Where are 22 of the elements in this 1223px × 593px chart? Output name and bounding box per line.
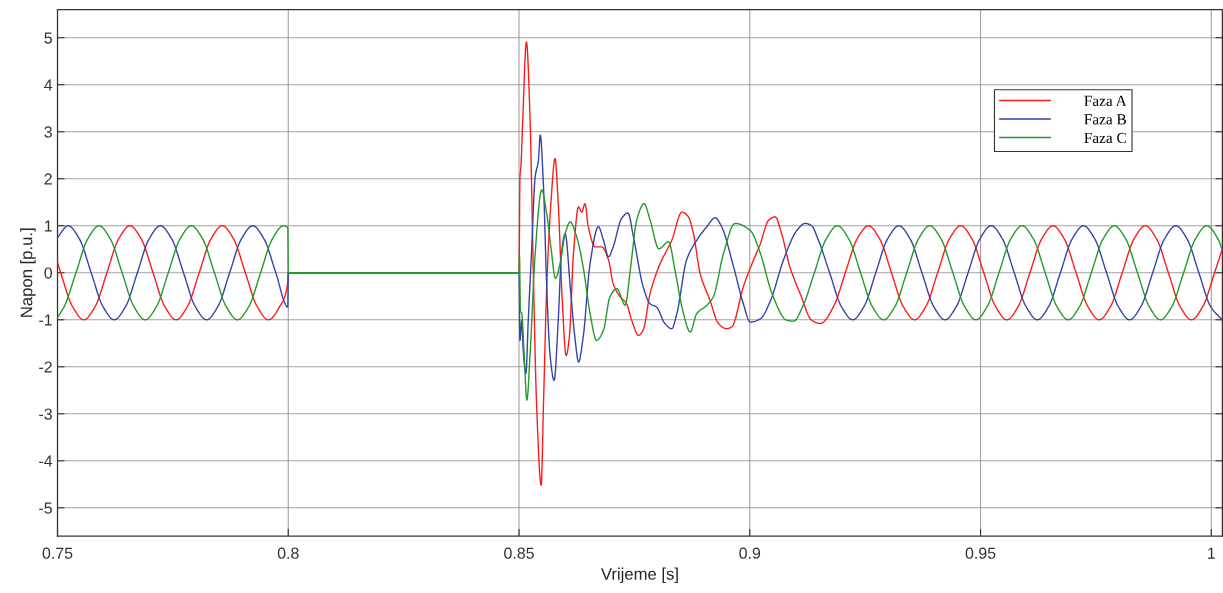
y-tick-label: 0 — [44, 267, 53, 279]
y-tick-label: -4 — [39, 455, 53, 467]
y-tick-label: 5 — [44, 32, 52, 44]
y-tick-label: -2 — [39, 361, 52, 373]
y-axis-title: Napon [p.u.] — [20, 228, 36, 317]
y-tick-label: 1 — [44, 220, 52, 232]
x-tick-label: 0.95 — [965, 547, 996, 559]
y-tick-label: 4 — [44, 79, 53, 91]
y-tick-label: 3 — [44, 126, 52, 138]
x-tick-label: 1 — [1208, 547, 1215, 559]
legend-label: Faza A — [1084, 95, 1127, 106]
y-tick-label: 2 — [44, 173, 52, 185]
x-tick-label: 0.8 — [277, 547, 299, 559]
y-tick-label: -5 — [39, 502, 52, 514]
x-tick-label: 0.75 — [42, 547, 73, 559]
x-tick-label: 0.85 — [504, 547, 534, 559]
x-tick-label: 0.9 — [739, 547, 761, 559]
y-tick-label: -1 — [39, 314, 52, 326]
x-axis-title: Vrijeme [s] — [600, 567, 678, 584]
y-tick-label: -3 — [39, 408, 52, 420]
legend-label: Faza B — [1084, 114, 1126, 125]
legend-label: Faza C — [1084, 132, 1126, 144]
